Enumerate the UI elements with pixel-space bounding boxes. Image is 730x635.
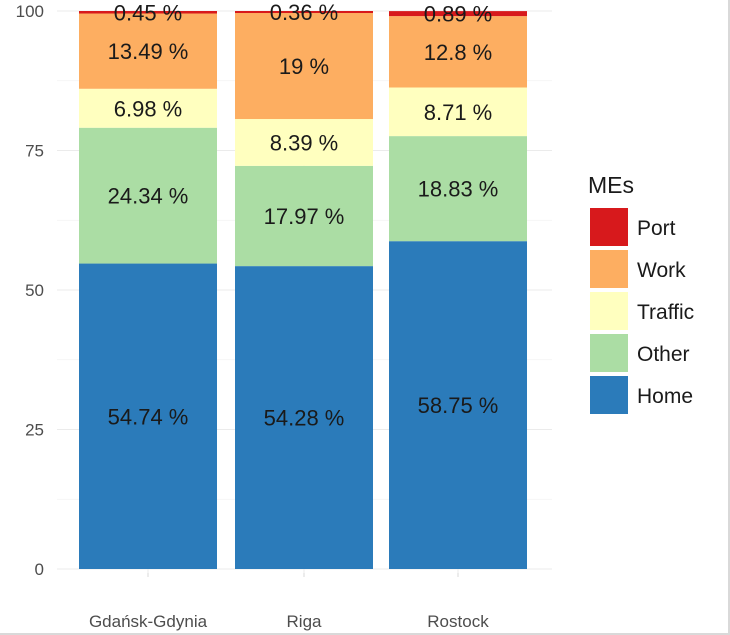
legend-label-traffic: Traffic xyxy=(637,301,694,324)
legend-label-other: Other xyxy=(637,343,690,366)
legend-label-home: Home xyxy=(637,385,693,408)
legend-key-home xyxy=(590,376,628,414)
bar-segment-gdansk-gdynia-home xyxy=(79,263,217,569)
bar-segment-gdansk-gdynia-other xyxy=(79,127,217,264)
data-label-gdansk-gdynia-other: 24.34 % xyxy=(108,184,189,209)
data-label-gdansk-gdynia-home: 54.74 % xyxy=(108,404,189,429)
bar-segment-riga-other xyxy=(235,165,373,267)
legend-key-work xyxy=(590,250,628,288)
bar-segment-rostock-other xyxy=(389,136,527,242)
data-label-rostock-home: 58.75 % xyxy=(418,393,499,418)
y-tick-label: 50 xyxy=(25,281,44,300)
legend-key-port xyxy=(590,208,628,246)
data-label-riga-work: 19 % xyxy=(279,54,329,79)
data-label-rostock-work: 12.8 % xyxy=(424,40,493,65)
data-label-rostock-other: 18.83 % xyxy=(418,177,499,202)
y-tick-label: 0 xyxy=(35,560,44,579)
x-axis: Gdańsk-Gdynia Riga Rostock xyxy=(89,573,489,631)
bar-segment-rostock-port xyxy=(389,11,527,17)
y-axis: 0 25 50 75 100 xyxy=(16,2,44,579)
bars: 54.74 % 24.34 % 6.98 % 13.49 % 0.45 % 54.28 %… xyxy=(79,0,527,570)
x-tick-label-riga: Riga xyxy=(287,612,323,631)
data-label-gdansk-gdynia-work: 13.49 % xyxy=(108,39,189,64)
legend-key-traffic xyxy=(590,292,628,330)
legend-label-work: Work xyxy=(637,259,686,282)
bar-segment-riga-port xyxy=(235,11,373,14)
bar-segment-riga-home xyxy=(235,266,373,569)
bar-segment-riga-traffic xyxy=(235,119,373,166)
bar-segment-gdansk-gdynia-port xyxy=(79,11,217,14)
data-label-riga-other: 17.97 % xyxy=(264,204,345,229)
legend-title: MEs xyxy=(588,172,634,198)
bar-segment-riga-work xyxy=(235,13,373,120)
x-tick-label-gdansk-gdynia: Gdańsk-Gdynia xyxy=(89,612,208,631)
data-label-rostock-traffic: 8.71 % xyxy=(424,100,493,125)
legend-label-port: Port xyxy=(637,217,676,240)
bar-segment-gdansk-gdynia-traffic xyxy=(79,88,217,128)
data-label-riga-port: 0.36 % xyxy=(270,0,339,25)
x-tick-label-rostock: Rostock xyxy=(427,612,489,631)
legend-key-other xyxy=(590,334,628,372)
data-label-riga-home: 54.28 % xyxy=(264,406,345,431)
data-label-gdansk-gdynia-port: 0.45 % xyxy=(114,0,183,25)
bar-segment-rostock-traffic xyxy=(389,87,527,137)
y-tick-label: 75 xyxy=(25,142,44,161)
bar-segment-rostock-home xyxy=(389,241,527,570)
data-label-gdansk-gdynia-traffic: 6.98 % xyxy=(114,96,183,121)
data-label-rostock-port: 0.89 % xyxy=(424,2,493,27)
data-label-riga-traffic: 8.39 % xyxy=(270,130,339,155)
bar-segment-rostock-work xyxy=(389,16,527,88)
y-tick-label: 25 xyxy=(25,421,44,440)
y-tick-label: 100 xyxy=(16,2,44,21)
bar-segment-gdansk-gdynia-work xyxy=(79,13,217,89)
